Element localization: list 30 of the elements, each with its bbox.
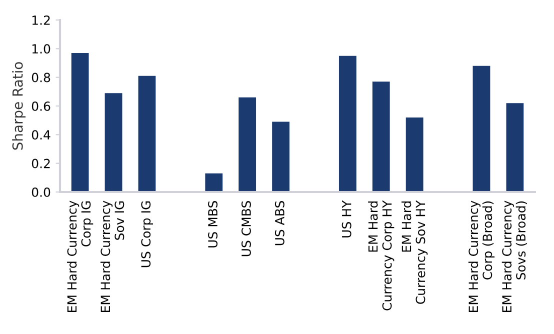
x-tick-label: US Corp IG (141, 201, 154, 268)
x-tick-label: US MBS (208, 201, 218, 248)
bar (138, 76, 156, 192)
x-tick-label: EM Hard Currency Corp IG (67, 200, 94, 312)
x-tick-label: EM Hard Currency Sovs (Broad) (502, 200, 528, 312)
x-tick-label: EM Hard Currency Sov IG (100, 200, 124, 312)
y-tick-label: 1.2 (32, 15, 50, 25)
bar (338, 56, 356, 192)
x-tick-label: EM Hard Currency Corp HY (368, 200, 394, 310)
x-tick-label: EM Hard Currency Sov HY (402, 200, 428, 304)
bar (406, 117, 424, 192)
y-tick-label: 0.8 (32, 72, 50, 82)
y-tick-label: 0.2 (32, 158, 50, 168)
x-tick-label: US HY (342, 200, 352, 238)
bar (71, 52, 89, 192)
y-tick-label: 1.0 (32, 44, 50, 54)
bar (372, 82, 390, 192)
y-tick-label: 0.6 (32, 101, 50, 111)
bar (472, 66, 490, 192)
y-tick-label: 0.4 (32, 130, 50, 140)
bar (104, 93, 122, 192)
bar (272, 122, 290, 192)
x-tick-label: US CMBS (241, 201, 251, 256)
bar (506, 103, 524, 192)
y-tick-label: 0.0 (32, 187, 50, 197)
x-tick-label: EM Hard Currency Corp (Broad) (468, 200, 495, 312)
bar (238, 97, 256, 192)
x-tick-label: US ABS (274, 201, 284, 246)
bar (205, 173, 223, 192)
y-axis-title: Sharpe Ratio (12, 62, 26, 150)
